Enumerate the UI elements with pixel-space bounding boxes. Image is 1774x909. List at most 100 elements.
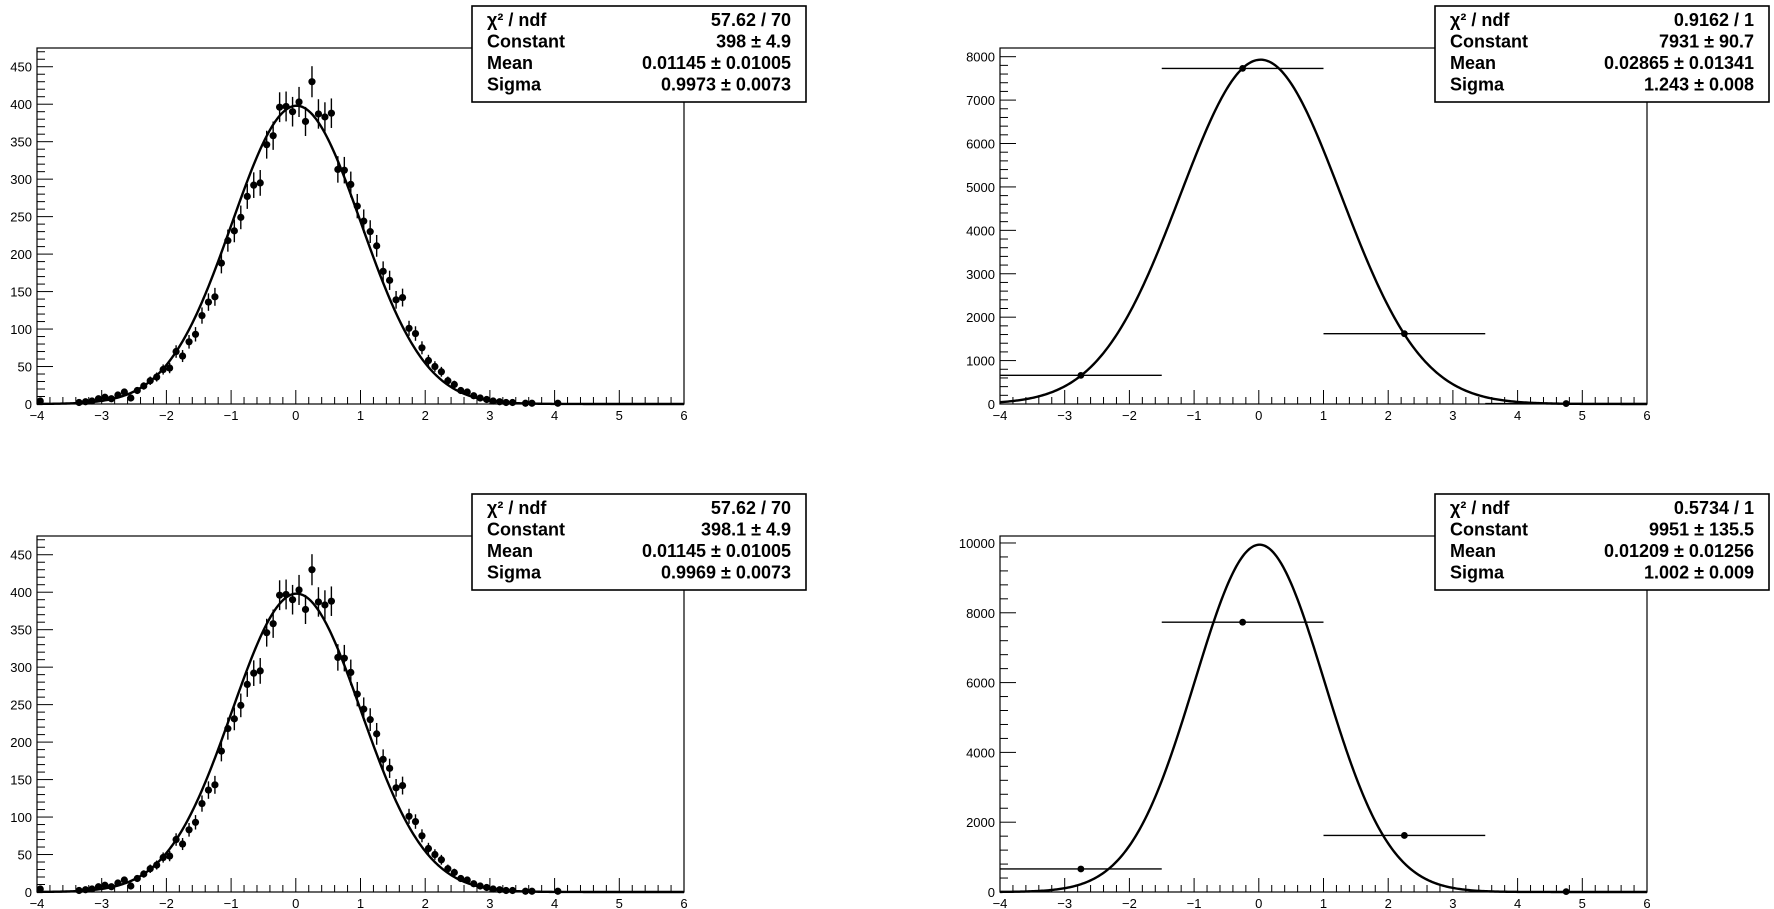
data-point bbox=[107, 883, 116, 891]
y-tick-label: 300 bbox=[10, 660, 32, 675]
data-point bbox=[114, 391, 122, 399]
data-point bbox=[140, 382, 148, 390]
data-point bbox=[269, 620, 277, 628]
y-tick-label: 2000 bbox=[966, 815, 995, 830]
y-tick-label: 200 bbox=[10, 247, 32, 262]
data-point bbox=[392, 296, 400, 304]
data-point bbox=[301, 117, 310, 126]
stats-box-frame bbox=[471, 493, 807, 591]
data-point bbox=[508, 398, 517, 407]
data-point bbox=[431, 362, 439, 371]
data-point bbox=[1077, 371, 1085, 379]
data-point bbox=[263, 629, 271, 637]
stat-value: 57.62 / 70 bbox=[711, 10, 791, 30]
data-point bbox=[88, 885, 96, 893]
stat-value: 0.02865 ± 0.01341 bbox=[1604, 53, 1754, 73]
x-tick-label: 1 bbox=[1320, 408, 1327, 423]
data-point bbox=[366, 228, 374, 236]
data-point bbox=[334, 653, 342, 662]
data-point bbox=[133, 874, 141, 883]
data-point bbox=[347, 668, 355, 677]
stats-box-frame bbox=[471, 5, 807, 103]
data-point bbox=[418, 344, 426, 352]
data-point bbox=[411, 817, 420, 826]
y-tick-label: 400 bbox=[10, 585, 32, 600]
y-tick-label: 0 bbox=[988, 397, 995, 412]
x-tick-label: 6 bbox=[1643, 408, 1650, 423]
data-point bbox=[392, 784, 400, 792]
data-point bbox=[269, 132, 277, 140]
data-point bbox=[159, 365, 167, 374]
x-tick-label: 2 bbox=[1385, 896, 1392, 909]
data-point bbox=[314, 110, 323, 118]
stat-value: 398.1 ± 4.9 bbox=[701, 520, 791, 540]
data-point bbox=[140, 870, 148, 878]
data-point bbox=[353, 690, 361, 698]
x-tick-label: 1 bbox=[1320, 896, 1327, 909]
data-point bbox=[424, 356, 433, 365]
data-point bbox=[172, 347, 180, 356]
data-point bbox=[178, 840, 187, 848]
y-tick-label: 450 bbox=[10, 548, 32, 563]
data-point bbox=[437, 856, 445, 864]
stat-label: Constant bbox=[1450, 32, 1528, 52]
data-point bbox=[379, 755, 387, 763]
x-tick-label: −3 bbox=[94, 896, 109, 909]
stat-label: Mean bbox=[1450, 53, 1496, 73]
y-tick-label: 7000 bbox=[966, 93, 995, 108]
data-point bbox=[256, 179, 264, 187]
data-point bbox=[444, 377, 452, 385]
data-point bbox=[327, 597, 335, 605]
data-point bbox=[470, 392, 478, 400]
data-point bbox=[250, 669, 258, 677]
data-point bbox=[1400, 330, 1408, 338]
y-tick-label: 8000 bbox=[966, 606, 995, 621]
x-tick-label: 5 bbox=[616, 408, 623, 423]
stat-value: 0.9973 ± 0.0073 bbox=[661, 75, 791, 95]
fit-curve bbox=[999, 58, 1647, 406]
y-tick-label: 250 bbox=[10, 210, 32, 225]
data-point bbox=[198, 311, 206, 320]
data-point bbox=[217, 747, 225, 755]
x-tick-label: 5 bbox=[1579, 896, 1586, 909]
data-point bbox=[276, 103, 284, 111]
y-tick-label: 150 bbox=[10, 285, 32, 300]
y-tick-label: 5000 bbox=[966, 180, 995, 195]
data-point bbox=[457, 874, 465, 883]
data-point bbox=[373, 730, 381, 738]
y-tick-label: 50 bbox=[18, 848, 32, 863]
x-tick-label: 6 bbox=[1643, 896, 1650, 909]
data-point bbox=[405, 812, 413, 820]
data-point bbox=[120, 388, 128, 396]
x-tick-label: −1 bbox=[224, 408, 239, 423]
data-point bbox=[75, 886, 83, 895]
x-tick-label: −3 bbox=[1057, 408, 1072, 423]
data-point bbox=[153, 373, 161, 381]
data-point bbox=[340, 166, 348, 174]
data-point bbox=[243, 680, 251, 688]
data-point bbox=[288, 108, 297, 116]
x-tick-label: −2 bbox=[159, 896, 174, 909]
data-point bbox=[418, 832, 426, 840]
data-point bbox=[166, 364, 174, 372]
data-point bbox=[502, 398, 510, 407]
stat-value: 0.9162 / 1 bbox=[1674, 10, 1754, 30]
stat-label: Sigma bbox=[487, 75, 542, 95]
data-point bbox=[204, 786, 213, 794]
stat-value: 0.01145 ± 0.01005 bbox=[642, 53, 791, 73]
data-point bbox=[230, 227, 238, 235]
stat-value: 9951 ± 135.5 bbox=[1649, 520, 1754, 540]
x-tick-label: 0 bbox=[292, 896, 299, 909]
data-point bbox=[101, 881, 109, 889]
y-tick-label: 200 bbox=[10, 735, 32, 750]
data-point bbox=[314, 598, 323, 606]
data-point bbox=[204, 298, 213, 306]
stat-value: 0.9969 ± 0.0073 bbox=[661, 563, 791, 583]
data-point bbox=[166, 852, 174, 860]
x-tick-label: −4 bbox=[993, 408, 1008, 423]
data-point bbox=[483, 395, 491, 404]
stat-label: χ² / ndf bbox=[487, 10, 547, 30]
x-tick-label: 4 bbox=[1514, 408, 1521, 423]
data-point bbox=[554, 887, 562, 895]
